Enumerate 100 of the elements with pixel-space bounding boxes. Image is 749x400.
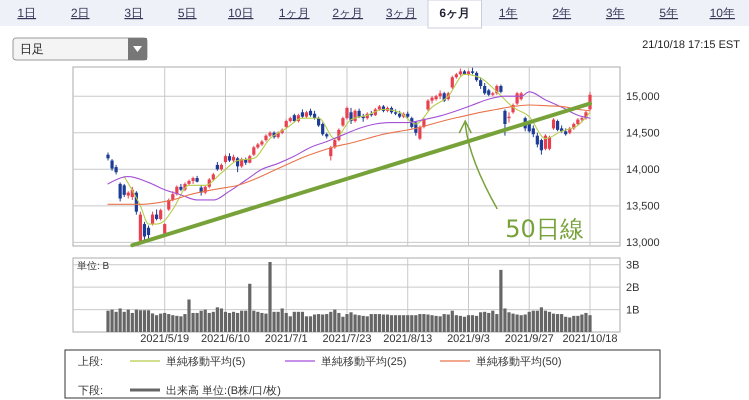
x-tick-label: 2021/7/23 (322, 333, 372, 345)
bar (142, 310, 146, 332)
bar (110, 310, 114, 332)
bar (544, 310, 548, 332)
bar (434, 316, 438, 332)
bar (216, 307, 219, 332)
bar (333, 310, 336, 332)
bar (414, 315, 418, 332)
category-label: 2ヶ月 (332, 6, 364, 20)
bar (402, 315, 406, 332)
category-label: 3ヶ月 (386, 6, 417, 20)
candlestick (426, 98, 430, 112)
bar (134, 310, 138, 332)
bar (588, 315, 592, 332)
bar (224, 312, 228, 332)
x-tick-label: 2021/9/27 (504, 333, 554, 345)
bar (568, 317, 572, 332)
bar (548, 312, 552, 332)
bar (479, 312, 482, 332)
bar (204, 310, 207, 332)
bar (584, 312, 588, 332)
category-label: 10年 (710, 6, 735, 20)
bar (430, 315, 434, 332)
y-tick-label: 13,000 (626, 237, 660, 250)
bar (296, 312, 300, 332)
bar (540, 307, 543, 332)
bar (146, 310, 150, 332)
bar (208, 312, 211, 332)
candlestick (118, 182, 122, 202)
candlestick (167, 198, 170, 212)
bar (394, 315, 398, 332)
bar (155, 315, 158, 332)
bar (317, 314, 320, 332)
bar (442, 314, 446, 332)
bar (507, 312, 511, 332)
bar (362, 316, 365, 332)
bar (511, 314, 515, 332)
annotation: 50日線 (505, 215, 584, 243)
y-tick-label: 15,000 (626, 91, 660, 104)
candlestick (252, 145, 256, 157)
bar (450, 310, 454, 332)
legend-title: 下段: (78, 384, 104, 397)
bar (106, 310, 110, 332)
bar (196, 312, 199, 332)
bar (138, 310, 142, 332)
bar (179, 316, 183, 332)
bar (292, 312, 296, 332)
category-label: 10日 (228, 6, 254, 20)
bar (556, 314, 560, 332)
bar (325, 314, 328, 332)
bar (426, 314, 430, 332)
x-tick-label: 2021/7/1 (264, 333, 308, 345)
bar (378, 314, 381, 332)
candlestick (122, 183, 126, 198)
bar (466, 315, 470, 332)
bar (491, 310, 494, 332)
bar (349, 312, 353, 332)
bar (572, 316, 576, 332)
bar (536, 310, 539, 332)
bar (406, 315, 410, 332)
bar (470, 315, 474, 332)
text: 21/10/18 17:15 EST (642, 39, 740, 51)
bar (200, 310, 203, 332)
bar (345, 314, 349, 332)
bar (524, 314, 527, 332)
candlestick (507, 112, 511, 124)
candlestick (483, 82, 486, 96)
bar (130, 312, 134, 332)
candlestick (479, 76, 482, 90)
bar (374, 314, 377, 332)
bar (126, 310, 130, 332)
bar (228, 312, 232, 332)
bar (167, 314, 170, 332)
bar (532, 310, 535, 332)
bar (487, 312, 490, 332)
bar (171, 315, 174, 332)
category-label: 1日 (17, 6, 36, 20)
candlestick (556, 119, 560, 132)
candlestick (540, 138, 543, 156)
bar (446, 314, 450, 332)
annotation: 単位: B (77, 260, 110, 272)
bar (410, 315, 414, 332)
candlestick (114, 164, 118, 175)
bar (308, 316, 312, 332)
bar (580, 314, 584, 332)
bar (300, 312, 304, 332)
category-label: 2日 (70, 6, 90, 20)
text: 日足 (20, 42, 44, 56)
bar (560, 314, 564, 332)
candlestick (552, 118, 556, 130)
bar (159, 314, 162, 332)
bar (422, 314, 426, 332)
bar (276, 312, 280, 332)
y-tick-label: 13,500 (626, 200, 660, 213)
bar (438, 316, 442, 332)
bar (528, 312, 531, 332)
candlestick (146, 225, 150, 240)
candlestick (503, 108, 507, 136)
candlestick (159, 208, 162, 221)
bar (370, 314, 373, 332)
